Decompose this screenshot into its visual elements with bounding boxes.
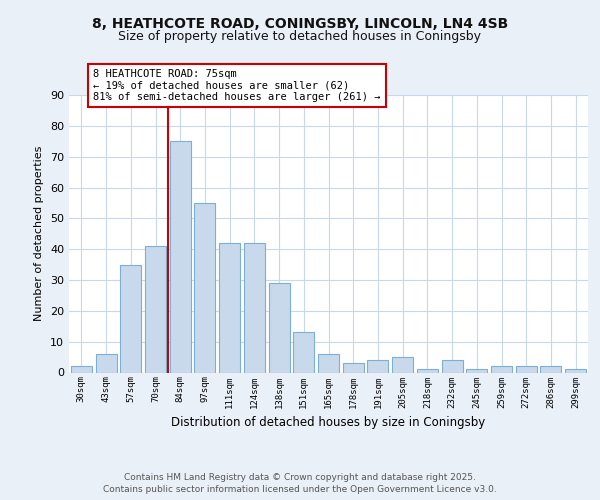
Bar xyxy=(392,357,413,372)
Bar xyxy=(491,366,512,372)
Text: 8 HEATHCOTE ROAD: 75sqm
← 19% of detached houses are smaller (62)
81% of semi-de: 8 HEATHCOTE ROAD: 75sqm ← 19% of detache… xyxy=(93,69,380,102)
Bar xyxy=(244,243,265,372)
Bar xyxy=(71,366,92,372)
Bar xyxy=(95,354,116,372)
Text: Contains public sector information licensed under the Open Government Licence v3: Contains public sector information licen… xyxy=(103,485,497,494)
X-axis label: Distribution of detached houses by size in Coningsby: Distribution of detached houses by size … xyxy=(172,416,485,429)
Bar xyxy=(541,366,562,372)
Text: 8, HEATHCOTE ROAD, CONINGSBY, LINCOLN, LN4 4SB: 8, HEATHCOTE ROAD, CONINGSBY, LINCOLN, L… xyxy=(92,18,508,32)
Bar xyxy=(219,243,240,372)
Bar xyxy=(343,363,364,372)
Bar xyxy=(417,370,438,372)
Bar xyxy=(318,354,339,372)
Bar xyxy=(442,360,463,372)
Bar xyxy=(293,332,314,372)
Bar xyxy=(565,370,586,372)
Bar xyxy=(170,141,191,372)
Bar xyxy=(269,283,290,372)
Text: Size of property relative to detached houses in Coningsby: Size of property relative to detached ho… xyxy=(119,30,482,43)
Bar xyxy=(120,264,141,372)
Text: Contains HM Land Registry data © Crown copyright and database right 2025.: Contains HM Land Registry data © Crown c… xyxy=(124,472,476,482)
Bar xyxy=(466,370,487,372)
Bar xyxy=(194,203,215,372)
Bar xyxy=(516,366,537,372)
Bar xyxy=(367,360,388,372)
Bar xyxy=(145,246,166,372)
Y-axis label: Number of detached properties: Number of detached properties xyxy=(34,146,44,322)
